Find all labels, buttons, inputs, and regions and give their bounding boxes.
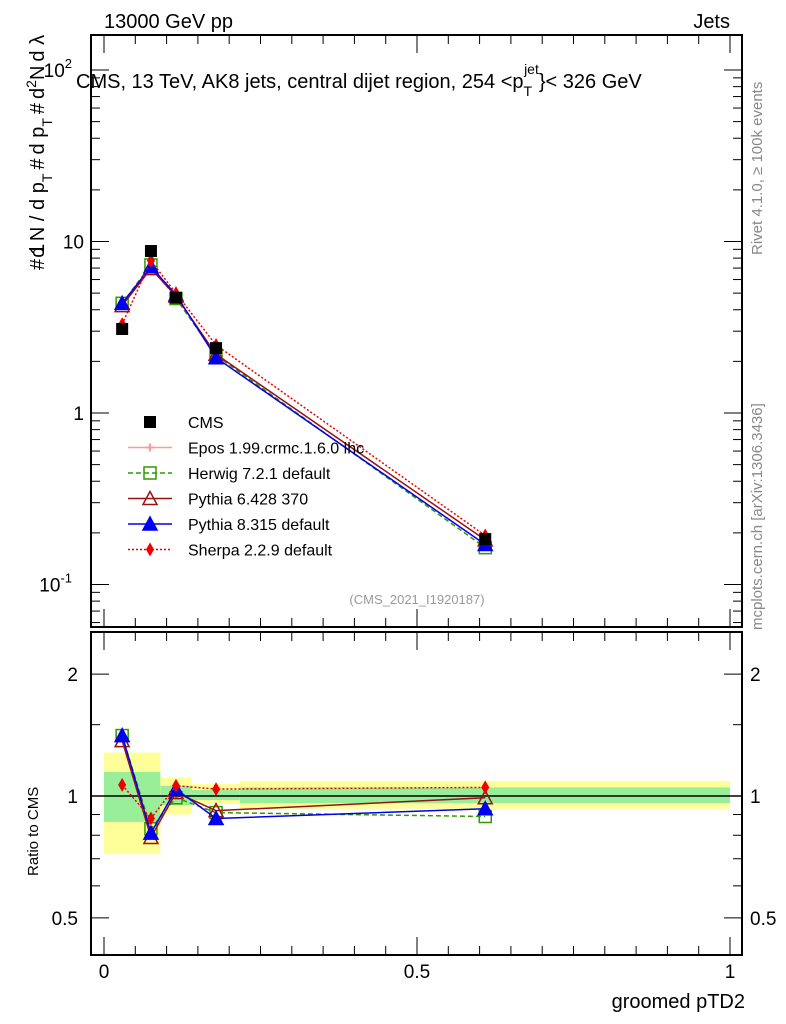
y-tick-label: 10: [63, 233, 84, 254]
x-tick-label: 1: [725, 962, 736, 983]
legend-label: CMS: [188, 415, 224, 432]
ratio-tick-label: 1: [750, 787, 761, 808]
header-right: Jets: [693, 11, 730, 33]
ratio-point: [207, 809, 225, 826]
cms-data-point: [169, 291, 182, 304]
ratio-point: [113, 726, 131, 743]
legend: CMS Epos 1.99.crmc.1.6.0 lhc Herwig 7.2.1 …: [128, 415, 364, 560]
legend-marker: [143, 466, 157, 480]
ratio-point: [146, 811, 155, 826]
ratio-point: [481, 780, 490, 795]
ratio-tick-label: 2: [750, 665, 761, 686]
side-label-top: Rivet 4.1.0, ≥ 100k events: [749, 82, 766, 255]
x-tick-label: 0.5: [404, 962, 430, 983]
ratio-tick-label: 0.5: [52, 909, 78, 930]
y-tick-label: 102: [44, 56, 72, 82]
x-axis-label: groomed pTD2: [612, 991, 745, 1013]
data-point: [146, 253, 155, 268]
ratio-tick-label: 2: [67, 665, 78, 686]
legend-label: Epos 1.99.crmc.1.6.0 lhc: [188, 441, 364, 458]
y-tick-label: 10-1: [39, 571, 72, 597]
ratio-point: [171, 778, 180, 793]
legend-marker: [141, 489, 159, 506]
data-point: [113, 294, 131, 311]
side-label-bottom: mcplots.cern.ch [arXiv:1306.3436]: [749, 403, 766, 630]
y-tick-label: 1: [73, 404, 84, 425]
legend-marker: [141, 515, 159, 531]
legend-label: Pythia 8.315 default: [188, 517, 330, 534]
chart-title: CMS, 13 TeV, AK8 jets, central dijet reg…: [76, 61, 642, 99]
legend-marker: [146, 443, 154, 452]
ratio-point: [142, 824, 160, 840]
data-point: [207, 349, 225, 365]
cms-data-point: [116, 322, 129, 335]
legend-marker: [146, 542, 154, 557]
cms-data-point: [210, 342, 223, 355]
ratio-point: [118, 777, 127, 792]
ratio-tick-label: 1: [67, 787, 78, 808]
cms-data-point: [144, 245, 157, 258]
legend-label: Herwig 7.2.1 default: [188, 466, 331, 483]
y-axis-label: #1d N / d pT#d pT#d2Nd λ: [23, 35, 55, 270]
legend-marker: [144, 416, 156, 428]
legend-label: Pythia 6.428 370: [188, 492, 308, 509]
cms-data-point: [479, 533, 492, 546]
y-tick-exponent: -1: [60, 571, 72, 586]
analysis-id: (CMS_2021_I1920187): [349, 592, 484, 607]
legend-label: Sherpa 2.2.9 default: [188, 543, 333, 560]
ratio-point: [212, 782, 221, 797]
ratio-point: [476, 800, 494, 816]
ratio-y-label: Ratio to CMS: [25, 787, 42, 876]
header-left: 13000 GeV pp: [104, 11, 233, 33]
ratio-tick-label: 0.5: [750, 909, 776, 930]
x-tick-label: 0: [99, 962, 110, 983]
main-frame: [90, 34, 743, 628]
y-tick-exponent: 2: [65, 56, 72, 71]
